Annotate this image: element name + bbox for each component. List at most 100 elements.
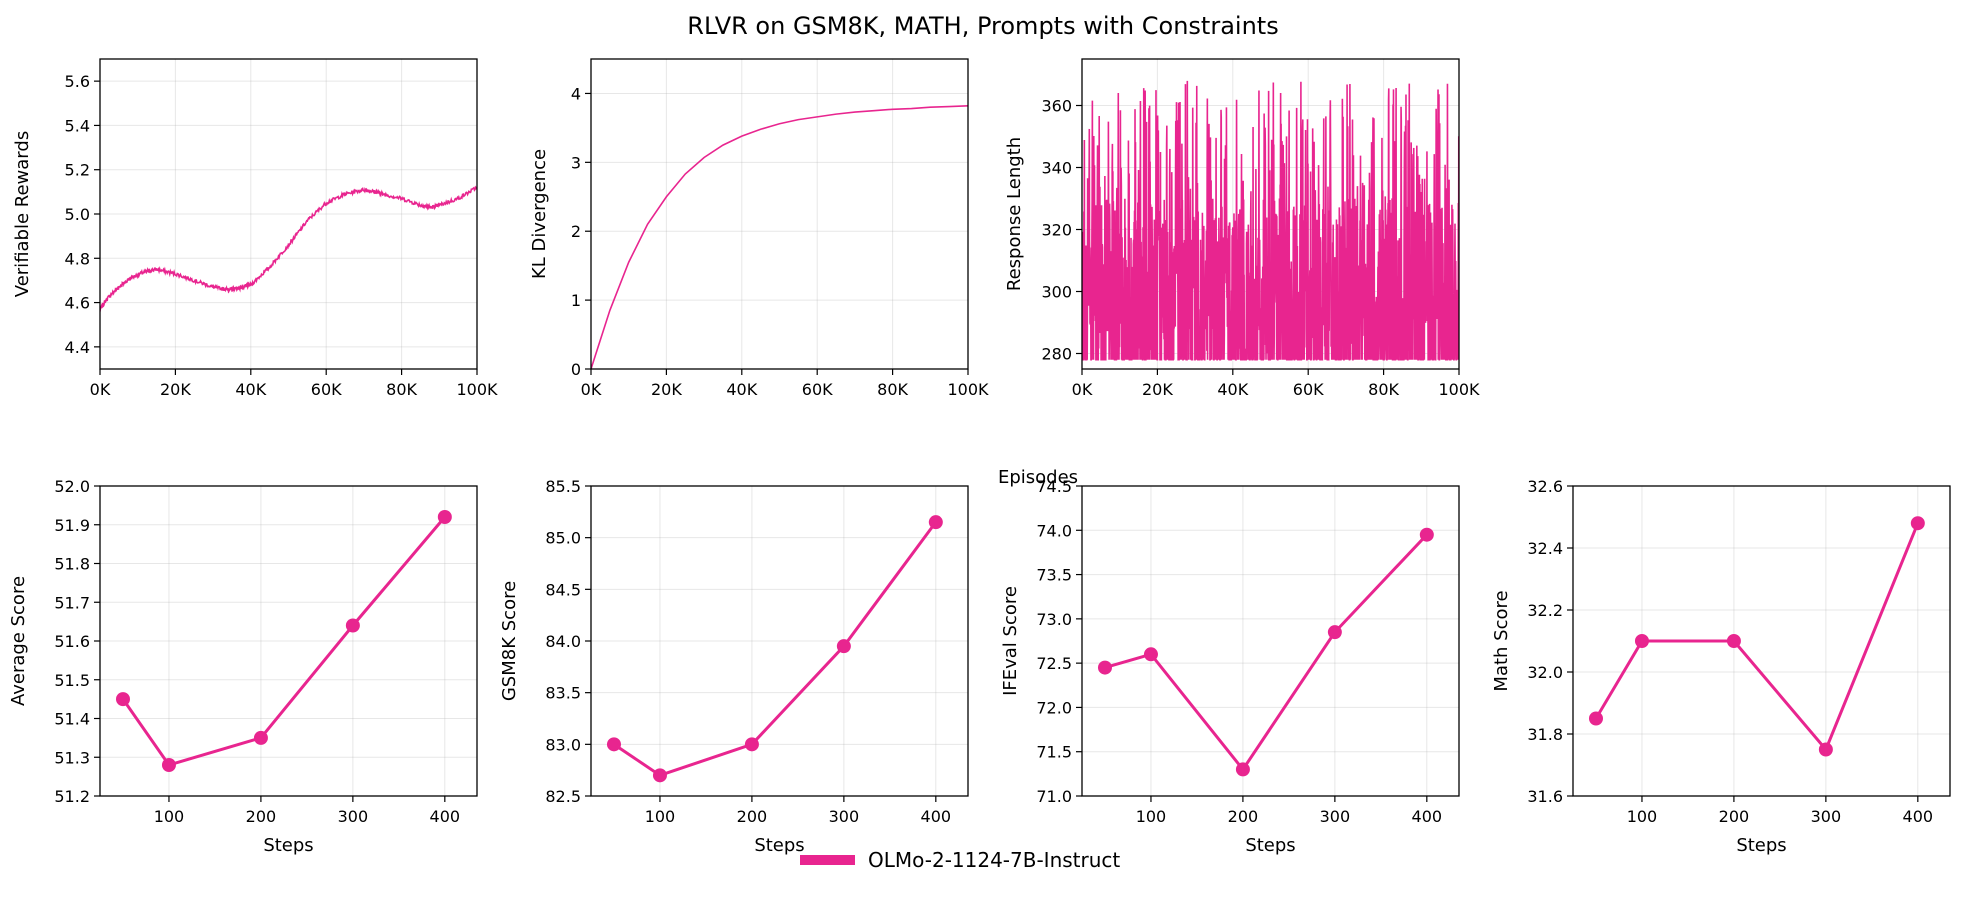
y-tick-label: 5.2 <box>65 161 90 180</box>
y-tick-label: 4 <box>571 84 581 103</box>
data-point <box>836 639 851 654</box>
x-tick-label: 300 <box>829 807 860 826</box>
x-tick-label: 60K <box>802 380 833 399</box>
y-tick-label: 73.0 <box>1036 610 1072 629</box>
y-tick-label: 52.0 <box>54 477 90 496</box>
ylabel: Verifiable Rewards <box>12 131 33 297</box>
data-point <box>1634 634 1649 648</box>
series-line <box>1082 80 1459 361</box>
series-line <box>591 105 968 369</box>
response-length-trace <box>1082 80 1459 361</box>
y-tick-label: 51.5 <box>54 671 90 690</box>
y-tick-label: 82.5 <box>545 787 581 806</box>
x-tick-label: 80K <box>386 380 417 399</box>
data-point <box>115 692 130 707</box>
x-tick-label: 80K <box>1368 380 1399 399</box>
series-line <box>100 185 477 313</box>
y-tick-label: 5.6 <box>65 72 90 91</box>
data-point <box>1235 762 1250 777</box>
y-tick-label: 51.4 <box>54 710 90 729</box>
y-tick-label: 51.6 <box>54 632 90 651</box>
grid <box>1573 485 1950 797</box>
x-tick-label: 100 <box>645 807 676 826</box>
xlabel: Steps <box>754 835 804 856</box>
y-tick-label: 4.6 <box>65 294 90 313</box>
y-tick-label: 340 <box>1041 159 1072 178</box>
x-tick-label: 300 <box>338 807 369 826</box>
y-tick-label: 84.0 <box>545 632 581 651</box>
x-tick-label: 100 <box>1627 807 1658 826</box>
x-tick-label: 300 <box>1320 807 1351 826</box>
x-tick-label: 200 <box>1228 807 1259 826</box>
y-tick-label: 85.5 <box>545 477 581 496</box>
y-tick-label: 51.3 <box>54 748 90 767</box>
ticks: 100 200 300 400 31.6 31.8 32.0 32.2 32.4 32.6 <box>1527 477 1933 826</box>
ticks: 100 200 300 400 82.5 83.0 83.5 84.0 84.5 85.0 85.5 <box>545 477 951 826</box>
panel-gsm8k-score: 100 200 300 400 82.5 83.0 83.5 84.0 84.5 85.0 85.5… <box>499 477 969 856</box>
x-tick-label: 400 <box>1903 807 1934 826</box>
data-point <box>1419 527 1434 542</box>
x-tick-label: 60K <box>1293 380 1324 399</box>
y-tick-label: 73.5 <box>1036 566 1072 585</box>
grid <box>590 59 969 370</box>
data-point <box>253 730 268 745</box>
kl-divergence-trace <box>591 105 968 369</box>
y-tick-label: 0 <box>571 360 581 379</box>
panel-ifeval-score: 100 200 300 400 71.0 71.5 72.0 72.5 73.0 73.5 74.0… <box>1000 477 1460 856</box>
ticks: 0K 20K 40K 60K 80K 100K 4.4 4.6 4.8 5.0 5.2 5.4 5.6 <box>65 72 498 399</box>
data-point <box>1910 516 1925 531</box>
x-tick-label: 80K <box>877 380 908 399</box>
series-line <box>613 521 938 777</box>
y-tick-label: 32.0 <box>1527 663 1563 682</box>
grid <box>591 485 968 797</box>
y-tick-label: 2 <box>571 222 581 241</box>
verifiable-rewards-trace <box>100 185 477 313</box>
x-tick-label: 100K <box>1438 380 1480 399</box>
data-point <box>606 737 621 752</box>
y-tick-label: 1 <box>571 291 581 310</box>
ylabel: Response Length <box>1004 137 1025 291</box>
x-tick-label: 400 <box>1412 807 1443 826</box>
panel-average-score: 100 200 300 400 51.2 51.3 51.4 51.5 51.6 51.7 51.8… <box>8 477 478 856</box>
panel-math-score: 100 200 300 400 31.6 31.8 32.0 32.2 32.4 32.6 Math… <box>1491 477 1951 856</box>
ticks: 0K 20K 40K 60K 80K 100K 280 300 320 340 360 <box>1041 97 1480 400</box>
x-tick-label: 20K <box>1142 380 1173 399</box>
ylabel: IFEval Score <box>1000 586 1021 696</box>
axes-frame <box>1572 485 1951 797</box>
y-tick-label: 31.6 <box>1527 787 1563 806</box>
data-point <box>1097 660 1112 675</box>
y-tick-label: 74.0 <box>1036 521 1072 540</box>
x-tick-label: 60K <box>311 380 342 399</box>
data-point <box>1143 647 1158 662</box>
data-point <box>1818 742 1833 757</box>
y-tick-label: 83.5 <box>545 684 581 703</box>
y-tick-label: 360 <box>1041 97 1072 116</box>
x-tick-label: 20K <box>160 380 191 399</box>
y-tick-label: 72.5 <box>1036 654 1072 673</box>
x-tick-label: 400 <box>430 807 461 826</box>
axes-frame <box>1081 485 1460 797</box>
y-tick-label: 31.8 <box>1527 725 1563 744</box>
axes-frame <box>1081 58 1460 370</box>
data-point <box>928 515 943 530</box>
ylabel: KL Divergence <box>529 149 550 279</box>
x-tick-label: 0K <box>581 380 602 399</box>
xlabel: Steps <box>1245 835 1295 856</box>
x-tick-label: 100K <box>947 380 989 399</box>
data-point <box>1726 634 1741 648</box>
y-tick-label: 32.6 <box>1527 477 1563 496</box>
panel-kl-divergence: 0K 20K 40K 60K 80K 100K 0 1 2 3 4 KL Divergence <box>529 58 989 399</box>
x-tick-label: 100K <box>456 380 498 399</box>
x-tick-label: 40K <box>1217 380 1248 399</box>
data-point <box>1327 625 1342 640</box>
ticks: 100 200 300 400 51.2 51.3 51.4 51.5 51.6 51.7 51.8… <box>54 477 460 826</box>
y-tick-label: 85.0 <box>545 529 581 548</box>
panel-response-length: 0K 20K 40K 60K 80K 100K 280 300 320 340 360 Respons… <box>1004 58 1480 400</box>
y-tick-label: 51.8 <box>54 555 90 574</box>
ticks: 100 200 300 400 71.0 71.5 72.0 72.5 73.0 73.5 74.0… <box>1036 477 1442 826</box>
y-tick-label: 4.4 <box>65 338 90 357</box>
y-tick-label: 51.7 <box>54 593 90 612</box>
grid <box>1082 485 1459 797</box>
x-tick-label: 100 <box>1136 807 1167 826</box>
